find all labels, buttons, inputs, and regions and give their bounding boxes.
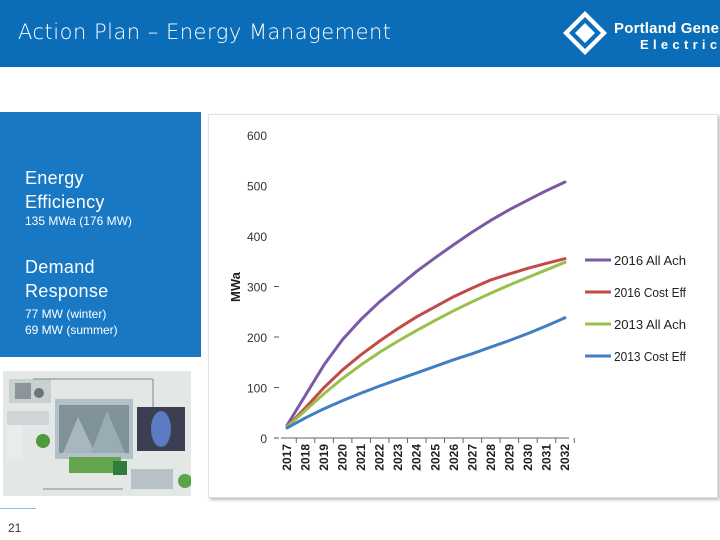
- y-tick-label: 0: [260, 432, 267, 446]
- footer-rule: [0, 508, 36, 509]
- dr-value-winter: 77 MW (winter): [25, 307, 107, 321]
- series-line: [285, 316, 567, 430]
- y-tick-label: 400: [247, 230, 267, 244]
- x-tick-label: 2021: [354, 444, 368, 471]
- energy-summary-panel: Energy Efficiency 135 MWa (176 MW) Deman…: [0, 112, 201, 357]
- dr-heading: Demand Response: [25, 255, 108, 303]
- dr-value-summer: 69 MW (summer): [25, 323, 118, 337]
- series-line: [285, 257, 567, 429]
- energy-strategy-illustration: [3, 371, 191, 496]
- illustration-graphic: [3, 371, 191, 496]
- chart-svg: 0 100 200 300 400 500 600 MWa 2017 2018 2019 2020 20…: [228, 129, 686, 471]
- y-tick-label: 200: [247, 331, 267, 345]
- ee-heading: Energy Efficiency: [25, 166, 105, 214]
- pge-logo-mark-icon: [563, 11, 607, 55]
- x-tick-label: 2027: [465, 444, 479, 471]
- slide-header: Action Plan – Energy Management Portland…: [0, 0, 720, 67]
- series-line: [285, 180, 567, 427]
- dr-values: 77 MW (winter) 69 MW (summer): [25, 306, 118, 338]
- x-tick-label: 2017: [280, 444, 294, 471]
- legend-label: 2013 Cost Eff: [614, 349, 686, 364]
- x-tick-label: 2022: [373, 444, 387, 471]
- ee-heading-line1: Energy: [25, 168, 84, 188]
- ee-value: 135 MWa (176 MW): [25, 214, 132, 228]
- slide-number: 21: [8, 521, 22, 535]
- legend-label: 2016 All Ach: [614, 253, 686, 268]
- series-line: [285, 260, 567, 429]
- y-tick-label: 300: [247, 281, 267, 295]
- x-tick-label: 2029: [502, 444, 516, 471]
- x-tick-label: 2032: [558, 444, 572, 471]
- pge-logo: Portland General Electric: [560, 6, 720, 62]
- legend-label: 2016 Cost Eff: [614, 285, 686, 300]
- logo-text-line1: Portland General: [614, 20, 720, 37]
- dr-heading-line1: Demand: [25, 257, 95, 277]
- y-tick-label: 600: [247, 129, 267, 143]
- logo-text-line2: Electric: [640, 37, 720, 52]
- y-tick-label: 100: [247, 382, 267, 396]
- x-tick-label: 2024: [410, 444, 424, 471]
- x-tick-label: 2026: [447, 444, 461, 471]
- ee-heading-line2: Efficiency: [25, 192, 105, 212]
- x-tick-label: 2020: [336, 444, 350, 471]
- slide-title: Action Plan – Energy Management: [18, 20, 392, 44]
- x-tick-label: 2030: [521, 444, 535, 471]
- mwa-forecast-chart: 0 100 200 300 400 500 600 MWa 2017 2018 2019 2020 20…: [208, 114, 718, 498]
- legend-label: 2013 All Ach: [614, 317, 686, 332]
- x-tick-label: 2023: [391, 444, 405, 471]
- x-tick-label: 2028: [484, 444, 498, 471]
- dr-heading-line2: Response: [25, 281, 109, 301]
- x-tick-label: 2025: [428, 444, 442, 471]
- x-tick-label: 2019: [317, 444, 331, 471]
- y-tick-label: 500: [247, 180, 267, 194]
- x-tick-label: 2031: [539, 444, 553, 471]
- x-tick-label: 2018: [299, 444, 313, 471]
- y-axis-label: MWa: [228, 271, 243, 302]
